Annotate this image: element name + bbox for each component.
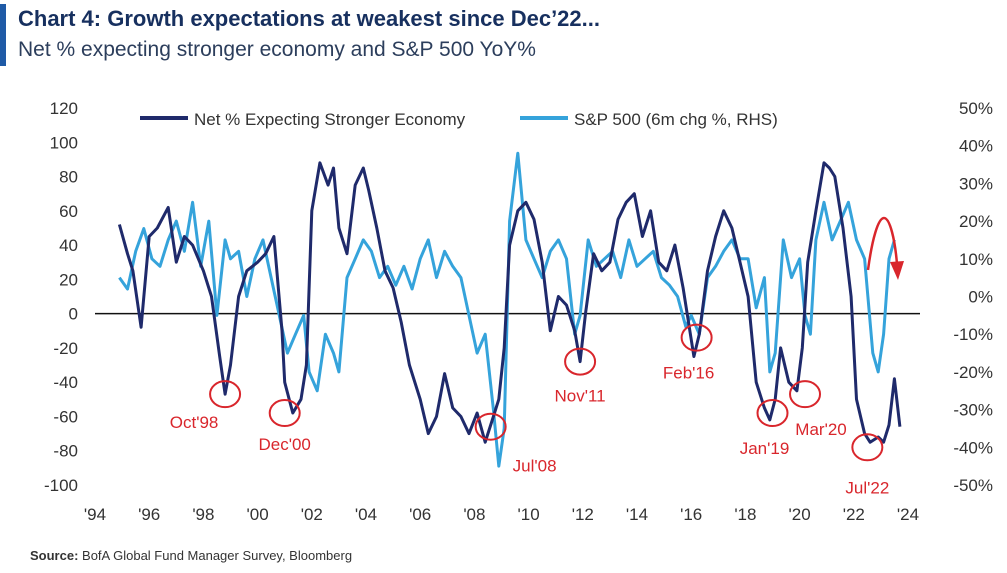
y-right-tick-label: 50%: [959, 99, 993, 118]
x-tick-label: '08: [463, 505, 485, 524]
y-left-tick-label: -40: [53, 373, 78, 392]
x-tick-label: '24: [897, 505, 919, 524]
y-left-tick-label: 120: [50, 99, 78, 118]
x-tick-label: '16: [680, 505, 702, 524]
y-right-tick-label: 40%: [959, 137, 993, 156]
x-tick-label: '14: [626, 505, 648, 524]
annotation-label: Mar'20: [795, 420, 846, 439]
y-left-tick-label: -60: [53, 407, 78, 426]
annotation-circle: [756, 399, 789, 428]
x-tick-label: '20: [789, 505, 811, 524]
y-left-tick-label: 40: [59, 236, 78, 255]
y-left-tick-label: -100: [44, 476, 78, 495]
annotation-circle: [789, 380, 822, 409]
x-tick-label: '02: [301, 505, 323, 524]
chart-title: Chart 4: Growth expectations at weakest …: [18, 6, 600, 31]
annotation-label: Jul'08: [513, 457, 557, 476]
source-note: Source: BofA Global Fund Manager Survey,…: [30, 548, 352, 563]
y-right-tick-label: -50%: [953, 476, 993, 495]
x-tick-label: '22: [843, 505, 865, 524]
y-left-tick-label: 60: [59, 202, 78, 221]
legend-label-net: Net % Expecting Stronger Economy: [194, 110, 466, 129]
annotation-label: Oct'98: [170, 413, 219, 432]
y-left-tick-label: 20: [59, 270, 78, 289]
x-tick-label: '96: [138, 505, 160, 524]
y-right-tick-label: -20%: [953, 363, 993, 382]
x-tick-label: '04: [355, 505, 377, 524]
annotation-circle: [474, 412, 507, 441]
x-tick-label: '98: [192, 505, 214, 524]
annotation-label: Dec'00: [259, 435, 311, 454]
x-tick-label: '94: [84, 505, 106, 524]
y-left-tick-label: -80: [53, 442, 78, 461]
annotation-label: Jan'19: [740, 439, 790, 458]
y-right-tick-label: -10%: [953, 325, 993, 344]
legend-label-sp500: S&P 500 (6m chg %, RHS): [574, 110, 778, 129]
y-right-tick-label: -30%: [953, 401, 993, 420]
y-left-tick-label: 0: [69, 305, 78, 324]
source-label: Source:: [30, 548, 79, 563]
chart-subtitle: Net % expecting stronger economy and S&P…: [18, 38, 536, 61]
y-right-tick-label: 30%: [959, 174, 993, 193]
x-tick-label: '18: [734, 505, 756, 524]
annotation-label: Feb'16: [663, 364, 714, 383]
annotation-label: Nov'11: [555, 387, 606, 406]
y-right-tick-label: 20%: [959, 212, 993, 231]
source-text: BofA Global Fund Manager Survey, Bloombe…: [82, 548, 353, 563]
annotation-label: Jul'22: [845, 478, 889, 497]
annotation-circle: [268, 399, 301, 428]
annotation-circle: [851, 433, 884, 462]
y-left-tick-label: -20: [53, 339, 78, 358]
x-tick-label: '12: [572, 505, 594, 524]
y-right-tick-label: 0%: [968, 288, 993, 307]
y-left-tick-label: 80: [59, 168, 78, 187]
series-line-net-expecting-stronger: [117, 161, 902, 444]
annotation-arrow-head: [890, 261, 904, 280]
y-right-tick-label: 10%: [959, 250, 993, 269]
x-tick-label: '00: [247, 505, 269, 524]
annotation-circle: [564, 347, 597, 376]
y-right-tick-label: -40%: [953, 438, 993, 457]
annotation-circle: [209, 380, 242, 409]
annotation-circle: [680, 323, 713, 352]
x-tick-label: '10: [518, 505, 540, 524]
annotation-arrow-curve: [866, 216, 899, 271]
x-tick-label: '06: [409, 505, 431, 524]
title-accent-bar: [0, 4, 6, 66]
y-left-tick-label: 100: [50, 133, 78, 152]
